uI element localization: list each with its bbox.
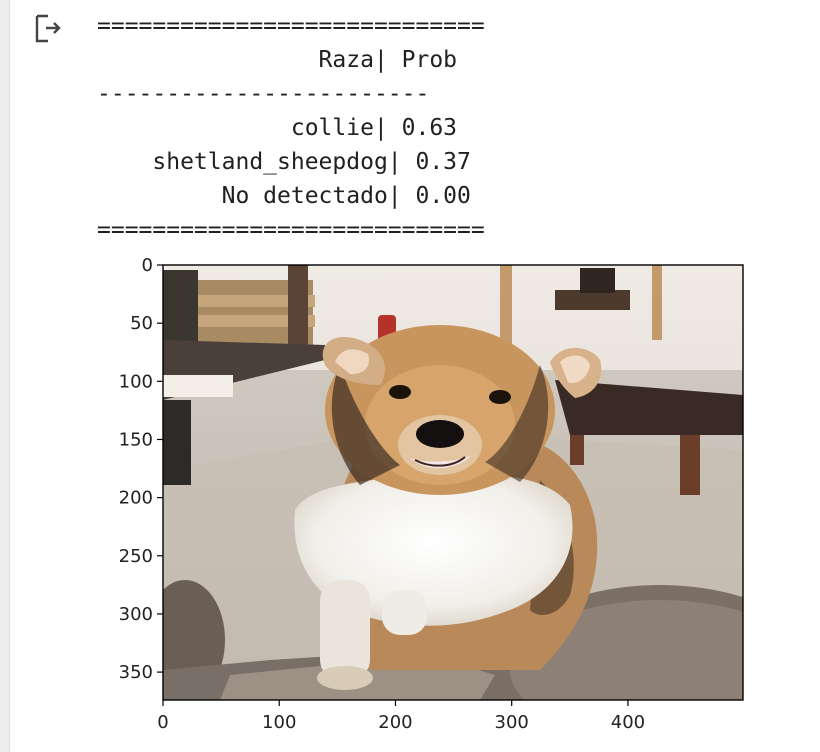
table-row: No detectado| 0.00	[97, 183, 471, 209]
y-tick-label: 150	[119, 429, 153, 450]
table-separator-top: ============================	[97, 13, 485, 39]
y-tick-label: 350	[119, 662, 153, 683]
cell-left-margin	[0, 0, 10, 752]
table-row: collie| 0.63	[97, 115, 458, 141]
table-separator-bottom: ============================	[97, 217, 485, 243]
dog-photo	[163, 265, 743, 700]
y-tick-label: 200	[119, 488, 153, 509]
x-tick-label: 0	[157, 712, 168, 733]
x-tick-label: 100	[262, 712, 296, 733]
table-separator-mid: ------------------------	[97, 81, 430, 107]
y-tick-label: 300	[119, 604, 153, 625]
output-arrow-icon[interactable]	[33, 14, 65, 44]
x-tick-label: 300	[495, 712, 529, 733]
y-tick-label: 0	[142, 255, 153, 276]
table-row: shetland_sheepdog| 0.37	[97, 149, 471, 175]
y-tick-label: 50	[130, 313, 153, 334]
image-plot: 0 50 100 150 200 250 300 350 0 100 200 300 400	[119, 255, 744, 733]
x-tick-label: 400	[611, 712, 645, 733]
axes-frame	[162, 264, 744, 701]
y-tick-label: 250	[119, 546, 153, 567]
table-header: Raza| Prob	[97, 47, 458, 73]
y-tick-label: 100	[119, 371, 153, 392]
x-tick-label: 200	[378, 712, 412, 733]
output-text: ============================ Raza| Prob -…	[97, 9, 485, 247]
